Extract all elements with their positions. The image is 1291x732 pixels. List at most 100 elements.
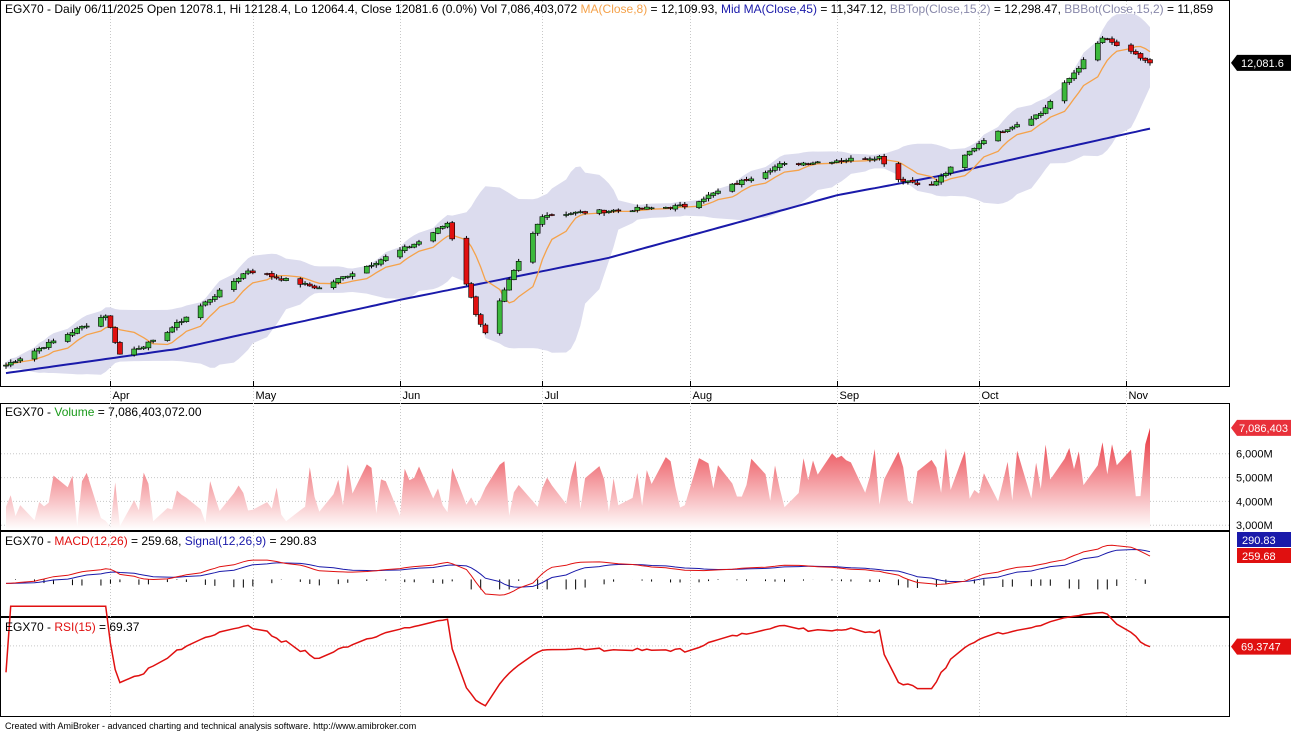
candle [112,326,118,344]
candle-down [1132,51,1139,55]
candle-down [1000,131,1006,134]
candle [439,225,446,230]
candle-up [762,172,769,179]
candle [943,171,949,178]
candle-down [909,179,916,183]
candle [169,325,175,334]
candle [895,162,902,183]
axis-labels: Apr May Jun Jul Aug Sep Oct Nov 12,081.6 6,000M 5,… [113,54,1291,655]
candle-down [278,278,285,281]
candle [1038,111,1044,118]
macd-pane-frame [0,531,1230,617]
candle-down [311,285,318,289]
candle-up [544,214,550,218]
candle [947,166,954,176]
candle-up [871,158,878,161]
candle [1147,58,1153,66]
title-segment: = 12,109.93, [647,2,721,16]
candle [269,270,275,280]
candle-up [629,210,636,213]
title-segment: RSI(15) [54,620,95,634]
candle-down [549,214,555,216]
title-segment: = 12,298.47, [991,2,1065,16]
candle [738,178,745,188]
candle-up [976,143,982,149]
candle [1128,43,1134,54]
candle-up [1066,78,1073,83]
candle [45,339,52,350]
candle-up [79,326,85,329]
candle-up [1047,101,1054,109]
candle [1109,36,1115,45]
candle-down [264,273,270,275]
candle-up [202,301,209,306]
candle [131,346,137,357]
candle-up [368,265,375,267]
candle-up [1028,118,1035,126]
ma8-line [5,45,1151,366]
candle-up [672,205,679,210]
candle-up [1094,42,1101,61]
candle [1066,77,1073,85]
candle [971,147,978,153]
candle [871,156,878,162]
candle [17,356,24,364]
candle-up [45,341,52,348]
volume-path [6,427,1150,530]
title-segment: EGX70 - [5,534,54,548]
candle-up [705,194,712,199]
candle-up [7,362,14,366]
macd-path [5,544,1151,596]
mid-ma-path [5,127,1151,375]
candle [900,176,906,185]
candle-down [914,182,921,185]
last-price-label: 12,081.6 [1241,58,1284,70]
candle-down [117,342,123,355]
candle [207,298,213,306]
candle-up [344,275,351,278]
candle [762,170,769,180]
candle [378,258,384,267]
candle-up [150,339,156,342]
candle-up [511,270,517,281]
candle-up [174,322,180,328]
candle [938,173,944,185]
candle-down [269,273,275,278]
candle-up [349,273,356,277]
rsi-line [5,605,1151,707]
candle [335,278,342,285]
candle-up [145,341,152,349]
candle-up [501,289,508,302]
candle-down [805,163,812,165]
candle [1113,39,1120,47]
candle [316,285,323,290]
candle-up [64,334,71,342]
candle-up [781,163,788,165]
candle [981,138,987,146]
candle [145,341,152,351]
candle-down [1128,44,1134,52]
candle [416,239,422,247]
candle [216,288,223,298]
candle-down [449,222,456,240]
candle-up [316,287,323,290]
candle-up [1042,107,1049,114]
candle-up [610,209,617,212]
candle-down [900,178,906,182]
candle-down [1104,38,1111,40]
candle-up [748,178,755,182]
candle [539,214,546,227]
candle-up [231,280,237,290]
candle-up [776,163,783,168]
price-pane-frame [0,0,1230,387]
candle-up [663,207,669,209]
candle [250,268,256,275]
candle-up [1075,67,1082,73]
candle-up [235,278,242,282]
candle-up [843,159,849,162]
candle [273,274,280,280]
candle [748,176,755,183]
candle-up [411,243,418,248]
candle-up [1099,37,1106,43]
candle [966,150,973,156]
